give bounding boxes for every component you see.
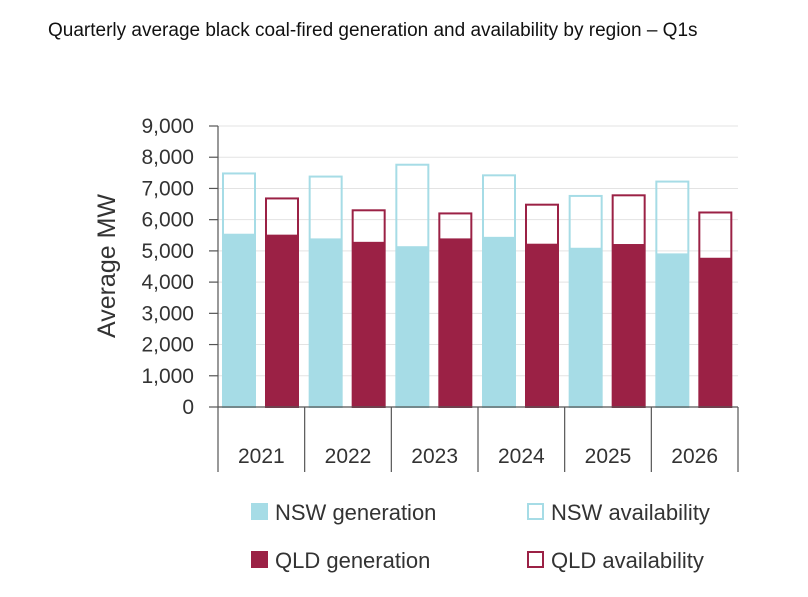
y-tick-label: 1,000 <box>141 365 194 388</box>
y-tick-label: 5,000 <box>141 240 194 263</box>
legend-label: QLD generation <box>275 548 430 573</box>
y-tick-label: 4,000 <box>141 271 194 294</box>
bar-nsw-generation <box>396 246 429 407</box>
y-tick-label: 7,000 <box>141 177 194 200</box>
legend-swatch <box>251 503 268 520</box>
legend-label: NSW availability <box>551 500 710 525</box>
legend-label: NSW generation <box>275 500 436 525</box>
legend-label: QLD availability <box>551 548 704 573</box>
bar-qld-generation <box>439 238 472 407</box>
y-tick-label: 6,000 <box>141 209 194 232</box>
y-tick-label: 8,000 <box>141 146 194 169</box>
y-tick-label: 2,000 <box>141 334 194 357</box>
y-axis-label: Average MW <box>93 194 121 338</box>
y-tick-label: 9,000 <box>141 115 194 138</box>
bar-nsw-generation <box>223 233 255 407</box>
bars <box>222 163 733 408</box>
y-tick-labels: 0 1,000 2,000 3,000 4,000 5,000 6,000 7,000 8,00… <box>141 115 218 419</box>
legend: NSW generation NSW availability QLD genera… <box>251 500 710 573</box>
x-category-label: 2026 <box>671 445 718 468</box>
x-category-labels: 2021 2022 2023 2024 2025 2026 <box>238 445 718 468</box>
legend-item: NSW availability <box>527 500 710 525</box>
x-category-label: 2022 <box>325 445 372 468</box>
bar-nsw-generation <box>656 253 689 407</box>
bar-nsw-generation <box>309 238 342 407</box>
x-category-label: 2024 <box>498 445 545 468</box>
bar-nsw-generation <box>569 247 602 407</box>
x-category-label: 2023 <box>411 445 458 468</box>
bar-qld-generation <box>699 257 732 407</box>
legend-swatch <box>527 503 544 520</box>
bar-nsw-generation <box>483 236 515 407</box>
gridlines <box>218 125 738 377</box>
y-tick-label: 0 <box>182 396 194 419</box>
legend-item: QLD generation <box>251 548 430 573</box>
x-category-label: 2021 <box>238 445 285 468</box>
legend-item: QLD availability <box>527 548 704 573</box>
bar-qld-generation <box>352 241 385 407</box>
y-tick-label: 3,000 <box>141 302 194 325</box>
chart-title: Quarterly average black coal-fired gener… <box>48 20 698 41</box>
legend-swatch <box>251 551 268 568</box>
bar-qld-generation <box>526 243 558 407</box>
x-category-label: 2025 <box>585 445 632 468</box>
axes <box>217 126 739 472</box>
bar-qld-generation <box>612 244 645 407</box>
legend-swatch <box>527 551 544 568</box>
bar-qld-generation <box>266 234 298 407</box>
legend-item: NSW generation <box>251 500 436 525</box>
